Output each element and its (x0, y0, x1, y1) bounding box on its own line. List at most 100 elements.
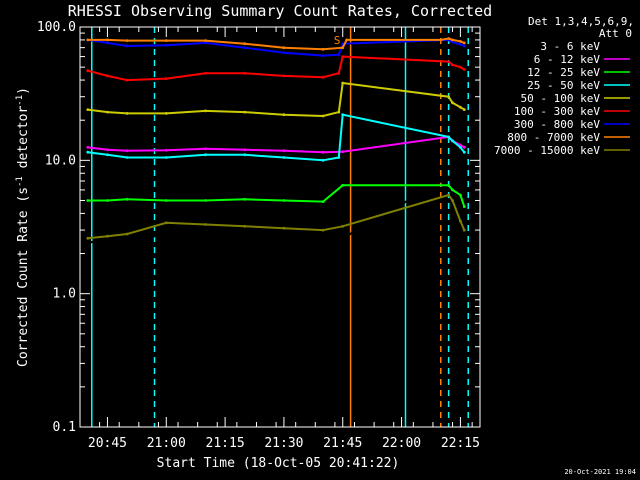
legend-label: 800 - 7000 keV (507, 131, 600, 144)
y-tick-label: 10.0 (45, 153, 76, 168)
x-tick-label: 21:30 (264, 436, 303, 451)
series-line (87, 81, 465, 118)
data-point (125, 234, 129, 238)
data-point (164, 77, 168, 80)
legend-label: 100 - 300 keV (514, 105, 600, 118)
data-point (459, 105, 462, 109)
data-point (451, 40, 454, 44)
x-tick-label: 21:00 (147, 436, 186, 451)
legend-label: 300 - 800 keV (514, 118, 600, 131)
axes-layer: 0.1 1.0 10.0 100.0 20:45 21:00 21:15 21:30 21:45… (37, 20, 480, 451)
legend-label: 50 - 100 keV (521, 92, 601, 105)
x-tick-label: 22:00 (382, 436, 421, 451)
data-point (86, 150, 90, 154)
data-point (337, 156, 341, 159)
y-tick-label: 100.0 (37, 20, 76, 35)
data-point (204, 153, 207, 157)
data-point (447, 183, 450, 187)
data-point (341, 183, 345, 187)
data-point (243, 46, 247, 50)
series-line (87, 135, 465, 154)
legend-label: 6 - 12 keV (534, 53, 601, 66)
data-point (462, 199, 466, 202)
data-point (337, 110, 341, 114)
footer-timestamp: 20-Oct-2021 19:04 (564, 468, 636, 476)
data-point (341, 81, 345, 85)
data-point (321, 200, 325, 204)
data-point (282, 226, 286, 230)
data-point (204, 71, 207, 75)
data-point (125, 149, 129, 153)
data-point (106, 153, 109, 157)
data-point (243, 110, 247, 114)
data-point (462, 44, 466, 48)
data-point (204, 39, 207, 42)
data-point (341, 46, 345, 50)
data-point (86, 199, 90, 202)
y-axis-label-part1: Corrected Count Rate (s (16, 187, 31, 367)
y-axis-label-exp1: -1 (15, 176, 25, 187)
data-point (106, 148, 109, 152)
data-point (462, 205, 466, 209)
data-point (106, 110, 109, 114)
data-point (337, 71, 341, 75)
data-point (462, 108, 466, 111)
x-axis-label: Start Time (18-Oct-05 20:41:22) (157, 456, 400, 471)
data-point (125, 44, 129, 48)
data-point (341, 55, 345, 58)
data-point (204, 41, 207, 45)
data-point (451, 63, 454, 67)
data-point (282, 51, 286, 55)
data-point (321, 236, 325, 240)
data-point (106, 38, 109, 42)
data-point (459, 40, 462, 43)
y-axis-label-exp2: -1 (15, 95, 25, 106)
data-point (451, 139, 454, 143)
data-point (86, 38, 90, 42)
data-point (282, 156, 286, 159)
data-point (447, 95, 450, 99)
data-point (243, 42, 247, 46)
data-point (282, 74, 286, 78)
y-tick-label: 1.0 (53, 287, 76, 302)
data-point (106, 74, 109, 78)
data-point (321, 228, 325, 232)
data-point (164, 199, 168, 202)
data-point (125, 232, 129, 236)
data-point (462, 41, 466, 45)
data-point (164, 43, 168, 47)
y-axis-label-part2: detector (16, 106, 31, 177)
data-point (86, 108, 90, 111)
data-point (321, 75, 325, 79)
data-point (337, 53, 341, 57)
x-tick-label: 21:45 (323, 436, 362, 451)
data-point (125, 197, 129, 201)
data-point (341, 224, 345, 228)
x-tick-label: 22:15 (441, 436, 480, 451)
data-point (459, 65, 462, 69)
data-point (341, 113, 345, 117)
data-point (447, 135, 450, 139)
data-point (447, 60, 450, 63)
data-point (164, 39, 168, 42)
data-point (439, 38, 443, 42)
x-tick-label: 21:15 (206, 436, 245, 451)
data-point (447, 175, 450, 179)
legend-label: 3 - 6 keV (540, 40, 600, 53)
data-point (459, 43, 462, 46)
legend-label: 25 - 50 keV (527, 79, 600, 92)
data-point (164, 156, 168, 159)
data-point (321, 54, 325, 57)
data-point (282, 46, 286, 50)
data-point (447, 37, 450, 40)
data-point (282, 199, 286, 202)
data-point (321, 47, 325, 51)
data-point (447, 193, 450, 197)
data-point (86, 146, 90, 149)
data-point (164, 221, 168, 225)
data-point (243, 148, 247, 152)
data-point (125, 39, 129, 42)
data-point (462, 68, 466, 71)
